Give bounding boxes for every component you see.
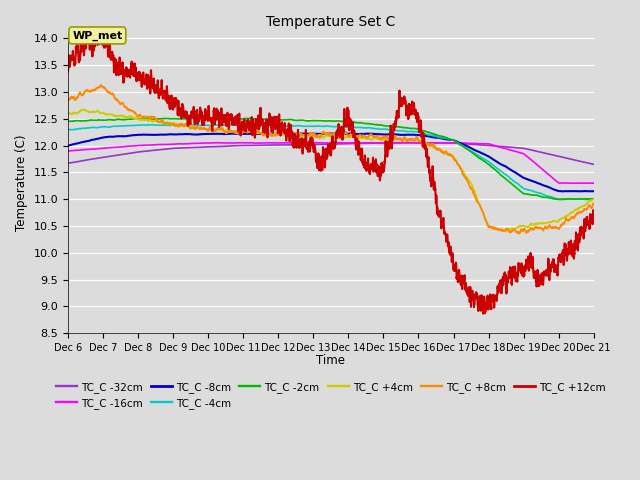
TC_C -16cm <box>572 180 580 186</box>
TC_C -16cm <box>406 140 414 145</box>
TC_C -4cm <box>64 127 72 132</box>
TC_C -16cm <box>590 180 598 186</box>
Legend: TC_C -32cm, TC_C -16cm, TC_C -8cm, TC_C -4cm, TC_C -2cm, TC_C +4cm, TC_C +8cm, T: TC_C -32cm, TC_C -16cm, TC_C -8cm, TC_C … <box>52 377 610 413</box>
TC_C -2cm <box>220 115 227 121</box>
Y-axis label: Temperature (C): Temperature (C) <box>15 135 28 231</box>
TC_C +8cm <box>156 119 163 125</box>
TC_C -4cm <box>558 197 566 203</box>
TC_C -8cm <box>156 132 163 138</box>
Line: TC_C +4cm: TC_C +4cm <box>68 109 594 231</box>
TC_C -16cm <box>156 142 163 147</box>
TC_C -2cm <box>64 119 72 124</box>
Line: TC_C -16cm: TC_C -16cm <box>68 143 594 183</box>
TC_C +4cm <box>79 107 87 112</box>
TC_C +8cm <box>515 231 523 237</box>
TC_C +8cm <box>124 106 132 112</box>
Line: TC_C +8cm: TC_C +8cm <box>68 85 594 234</box>
TC_C -8cm <box>298 131 306 136</box>
TC_C -16cm <box>124 144 132 149</box>
TC_C +4cm <box>580 203 588 209</box>
TC_C -4cm <box>523 187 531 192</box>
TC_C -4cm <box>224 121 232 127</box>
TC_C -2cm <box>590 196 598 202</box>
TC_C +4cm <box>500 228 508 234</box>
TC_C -32cm <box>523 146 531 152</box>
TC_C -32cm <box>64 160 72 166</box>
TC_C +12cm <box>64 69 72 74</box>
TC_C -2cm <box>266 117 274 122</box>
TC_C -4cm <box>156 122 163 128</box>
TC_C -32cm <box>124 151 132 156</box>
TC_C +4cm <box>124 115 132 120</box>
Line: TC_C -8cm: TC_C -8cm <box>68 133 594 192</box>
TC_C -8cm <box>64 143 72 148</box>
TC_C +4cm <box>64 110 72 116</box>
TC_C +12cm <box>479 311 487 317</box>
TC_C +4cm <box>524 225 531 230</box>
TC_C +8cm <box>289 131 296 137</box>
TC_C -4cm <box>590 196 598 202</box>
TC_C -32cm <box>156 147 163 153</box>
TC_C -8cm <box>289 131 296 137</box>
Line: TC_C -4cm: TC_C -4cm <box>68 124 594 200</box>
TC_C +12cm <box>266 117 274 122</box>
TC_C -16cm <box>64 148 72 154</box>
TC_C -2cm <box>580 196 588 202</box>
Text: WP_met: WP_met <box>72 30 122 41</box>
TC_C -8cm <box>124 133 132 139</box>
TC_C +8cm <box>97 82 105 88</box>
TC_C +8cm <box>64 97 72 103</box>
TC_C -2cm <box>556 196 563 202</box>
TC_C -2cm <box>124 117 132 122</box>
TC_C -32cm <box>289 142 296 148</box>
TC_C +12cm <box>524 264 531 269</box>
TC_C -2cm <box>289 117 296 123</box>
TC_C -8cm <box>590 188 598 194</box>
TC_C -8cm <box>523 176 531 182</box>
TC_C -32cm <box>428 140 435 145</box>
TC_C -32cm <box>266 142 273 148</box>
TC_C +12cm <box>580 236 588 241</box>
TC_C -16cm <box>266 140 273 146</box>
TC_C +12cm <box>85 28 93 34</box>
X-axis label: Time: Time <box>316 354 346 367</box>
TC_C -8cm <box>580 188 588 194</box>
TC_C +8cm <box>590 201 598 206</box>
TC_C -4cm <box>266 122 274 128</box>
TC_C -16cm <box>523 154 531 159</box>
TC_C -32cm <box>590 161 598 167</box>
TC_C -8cm <box>559 189 567 194</box>
Title: Temperature Set C: Temperature Set C <box>266 15 396 29</box>
TC_C -8cm <box>266 131 273 137</box>
TC_C -16cm <box>580 180 588 186</box>
Line: TC_C -2cm: TC_C -2cm <box>68 118 594 199</box>
TC_C +4cm <box>156 119 163 124</box>
TC_C +12cm <box>156 88 163 94</box>
TC_C -32cm <box>580 159 588 165</box>
TC_C +12cm <box>124 69 132 74</box>
TC_C -16cm <box>289 140 296 146</box>
TC_C -4cm <box>124 123 132 129</box>
TC_C +4cm <box>289 132 296 138</box>
TC_C +4cm <box>590 196 598 202</box>
TC_C +12cm <box>590 211 598 217</box>
Line: TC_C +12cm: TC_C +12cm <box>68 31 594 314</box>
TC_C +8cm <box>524 229 531 235</box>
TC_C -2cm <box>156 116 163 122</box>
TC_C -4cm <box>289 123 296 129</box>
TC_C +12cm <box>289 132 296 138</box>
TC_C -4cm <box>580 196 588 202</box>
TC_C -2cm <box>523 191 531 197</box>
Line: TC_C -32cm: TC_C -32cm <box>68 143 594 164</box>
TC_C +8cm <box>266 132 274 137</box>
TC_C +4cm <box>266 131 274 137</box>
TC_C +8cm <box>580 207 588 213</box>
